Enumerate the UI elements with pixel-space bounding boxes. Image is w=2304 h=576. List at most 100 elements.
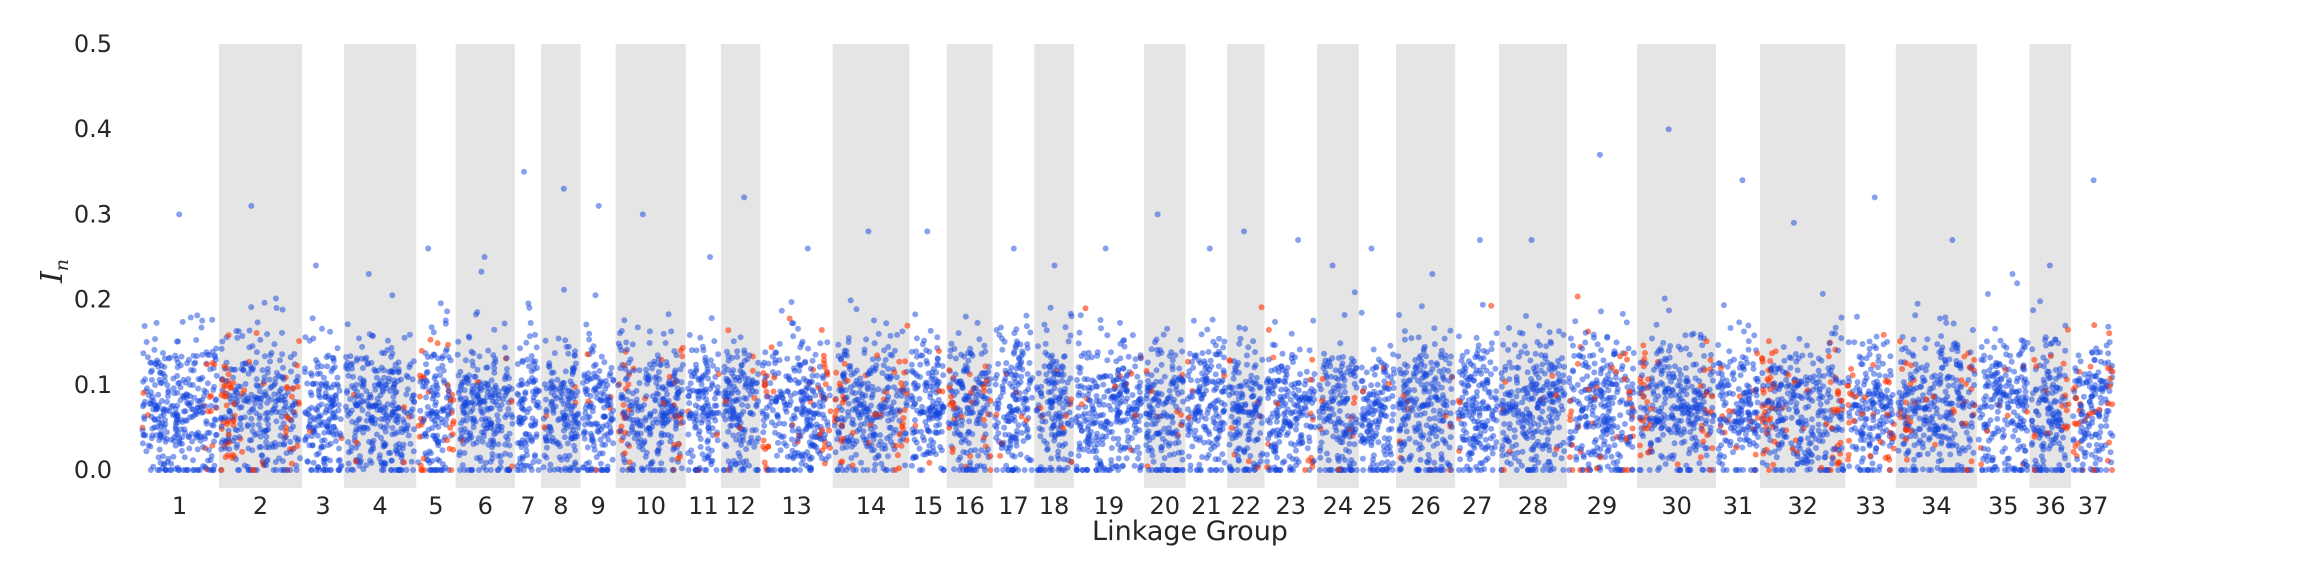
point [527,320,534,326]
point [150,406,157,413]
point [180,408,187,415]
point [234,467,241,473]
point [746,352,753,359]
point [784,388,791,395]
point [372,402,379,409]
point [484,364,491,371]
point [569,403,576,410]
point [157,459,164,466]
point [365,411,371,418]
point [1144,359,1151,366]
point-highlight [844,377,851,384]
point [184,399,191,406]
point [273,418,280,425]
point [919,434,926,440]
point [999,335,1005,342]
point [261,461,268,468]
point [1115,455,1122,462]
point [472,373,479,380]
point [665,432,671,438]
point [1062,440,1069,447]
point [584,444,591,451]
point [1244,361,1250,368]
point-highlight [445,341,451,348]
point [1238,383,1245,390]
point [1096,373,1103,380]
point [408,458,415,465]
point [800,391,807,397]
point [1212,342,1219,349]
point [1120,418,1127,425]
point [188,405,195,412]
point [321,437,328,444]
point [598,353,605,360]
point [410,358,417,365]
point [175,430,182,437]
point [356,453,363,460]
point [1311,457,1317,464]
point [581,464,587,471]
point [925,449,932,456]
point [1104,357,1111,364]
point [236,434,243,440]
point [546,467,553,473]
point [369,332,376,339]
point-highlight [761,459,768,466]
point [1091,444,1098,451]
point [711,395,718,402]
point-highlight [677,453,683,460]
point [149,367,155,374]
point [1132,356,1139,363]
point [197,437,204,444]
point [1288,382,1295,388]
point [922,387,929,394]
point [201,387,208,394]
point [885,453,891,460]
point-highlight [926,459,933,466]
point [1213,385,1219,392]
point-highlight [204,361,210,368]
point-highlight [450,446,457,453]
point [423,369,430,376]
point [616,330,623,337]
point [1295,458,1302,465]
point [658,439,665,446]
point [1120,365,1127,372]
point [610,440,617,447]
point [1078,353,1085,359]
point [466,432,473,439]
point [164,407,171,414]
point [1047,467,1053,473]
point [713,402,720,409]
point [1296,346,1303,353]
point [518,377,525,384]
point [1028,467,1035,473]
point [600,423,606,430]
point [623,339,630,346]
point [967,410,973,417]
point [1048,425,1055,432]
point [176,467,183,473]
point [705,445,712,452]
point [404,422,411,429]
point [410,448,417,455]
point [489,455,496,462]
point-highlight [946,384,953,391]
point [400,441,407,448]
point [981,342,988,349]
point [365,360,371,367]
point [1244,445,1251,452]
point [331,364,338,370]
point [139,427,146,434]
point [1137,379,1144,386]
point [1103,418,1110,425]
point [695,395,702,402]
point [1318,386,1324,393]
point [572,348,578,355]
point [672,412,679,419]
point [1239,394,1246,401]
point [893,374,900,381]
point [526,333,533,340]
point [363,354,370,361]
